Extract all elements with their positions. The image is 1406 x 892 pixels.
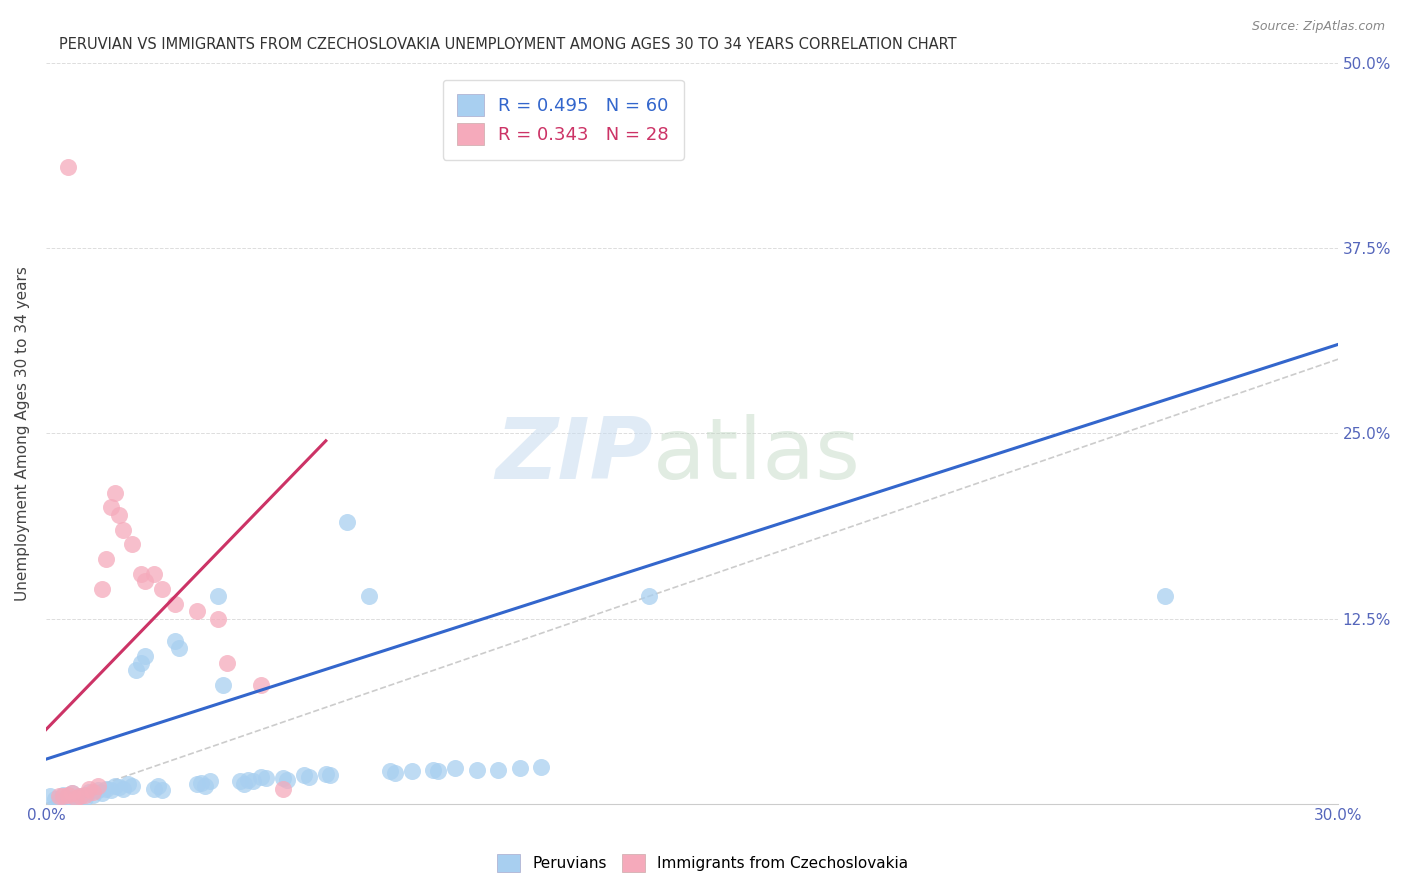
- Point: [297, 770, 319, 784]
- Point: [73, 790, 96, 805]
- Point: [146, 779, 169, 793]
- Point: [422, 763, 444, 777]
- Point: [104, 779, 127, 793]
- Point: [96, 781, 118, 796]
- Point: [52, 788, 75, 802]
- Point: [250, 678, 273, 692]
- Point: [292, 768, 315, 782]
- Point: [198, 774, 221, 789]
- Point: [190, 776, 212, 790]
- Point: [121, 537, 143, 551]
- Point: [150, 783, 173, 797]
- Point: [77, 781, 100, 796]
- Point: [207, 589, 229, 603]
- Point: [233, 777, 256, 791]
- Point: [165, 597, 187, 611]
- Point: [52, 789, 75, 804]
- Point: [86, 779, 108, 793]
- Point: [169, 641, 191, 656]
- Y-axis label: Unemployment Among Ages 30 to 34 years: Unemployment Among Ages 30 to 34 years: [15, 266, 30, 601]
- Point: [1154, 589, 1177, 603]
- Point: [112, 523, 135, 537]
- Point: [250, 770, 273, 784]
- Text: atlas: atlas: [652, 414, 860, 497]
- Point: [276, 772, 298, 787]
- Text: ZIP: ZIP: [495, 414, 652, 497]
- Point: [357, 589, 380, 603]
- Point: [336, 515, 359, 529]
- Point: [444, 761, 467, 775]
- Point: [82, 788, 104, 802]
- Point: [186, 777, 208, 791]
- Point: [215, 656, 238, 670]
- Point: [315, 767, 337, 781]
- Point: [69, 789, 91, 804]
- Point: [207, 611, 229, 625]
- Point: [60, 786, 83, 800]
- Point: [117, 777, 139, 791]
- Point: [73, 788, 96, 802]
- Point: [125, 664, 148, 678]
- Point: [165, 633, 187, 648]
- Point: [150, 582, 173, 596]
- Point: [637, 589, 659, 603]
- Point: [134, 648, 156, 663]
- Point: [48, 794, 70, 808]
- Point: [271, 781, 294, 796]
- Point: [384, 765, 406, 780]
- Point: [129, 656, 152, 670]
- Point: [65, 792, 87, 806]
- Point: [530, 115, 553, 129]
- Point: [121, 779, 143, 793]
- Point: [56, 160, 79, 174]
- Legend: R = 0.495   N = 60, R = 0.343   N = 28: R = 0.495 N = 60, R = 0.343 N = 28: [443, 79, 683, 160]
- Point: [186, 604, 208, 618]
- Point: [56, 788, 79, 802]
- Point: [129, 567, 152, 582]
- Text: PERUVIAN VS IMMIGRANTS FROM CZECHOSLOVAKIA UNEMPLOYMENT AMONG AGES 30 TO 34 YEAR: PERUVIAN VS IMMIGRANTS FROM CZECHOSLOVAK…: [59, 37, 956, 53]
- Point: [91, 786, 114, 800]
- Point: [142, 781, 165, 796]
- Point: [44, 792, 66, 806]
- Point: [48, 789, 70, 804]
- Point: [65, 790, 87, 805]
- Point: [104, 485, 127, 500]
- Point: [86, 783, 108, 797]
- Point: [100, 500, 122, 515]
- Point: [77, 785, 100, 799]
- Point: [401, 764, 423, 778]
- Point: [228, 774, 250, 789]
- Point: [194, 779, 217, 793]
- Point: [242, 774, 264, 789]
- Point: [91, 582, 114, 596]
- Point: [100, 783, 122, 797]
- Point: [108, 780, 131, 795]
- Point: [96, 552, 118, 566]
- Legend: Peruvians, Immigrants from Czechoslovakia: Peruvians, Immigrants from Czechoslovaki…: [489, 846, 917, 880]
- Point: [69, 789, 91, 804]
- Point: [112, 781, 135, 796]
- Point: [486, 763, 509, 777]
- Point: [238, 772, 260, 787]
- Point: [509, 761, 531, 775]
- Point: [319, 768, 342, 782]
- Point: [530, 759, 553, 773]
- Point: [271, 772, 294, 786]
- Point: [108, 508, 131, 522]
- Point: [56, 790, 79, 805]
- Point: [142, 567, 165, 582]
- Point: [380, 764, 402, 778]
- Point: [60, 786, 83, 800]
- Point: [426, 764, 449, 778]
- Point: [465, 763, 488, 777]
- Point: [82, 785, 104, 799]
- Point: [254, 772, 277, 786]
- Point: [39, 789, 62, 804]
- Point: [211, 678, 233, 692]
- Text: Source: ZipAtlas.com: Source: ZipAtlas.com: [1251, 20, 1385, 33]
- Point: [134, 574, 156, 589]
